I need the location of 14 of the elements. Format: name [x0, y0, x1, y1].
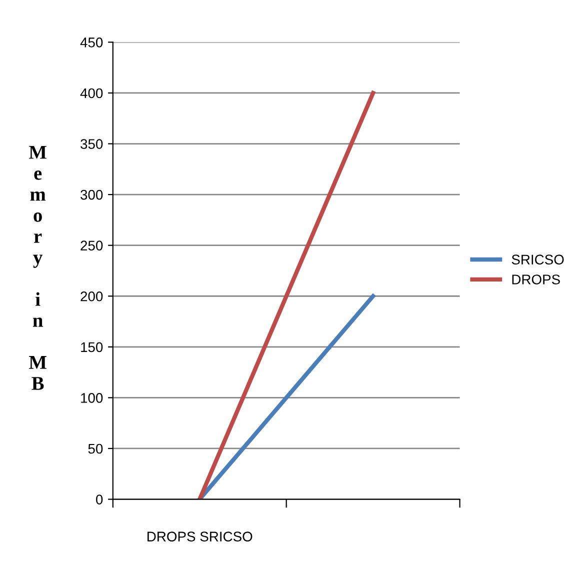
legend-label: SRICSO — [512, 254, 564, 265]
y-tick-label: 0 — [96, 494, 103, 504]
legend-label: DROPS — [512, 274, 560, 284]
y-tick-label: 50 — [88, 444, 103, 454]
text: Memory in MB — [28, 146, 46, 390]
x-tick-label: DROPS SRICSO — [148, 532, 252, 542]
y-tick-label: 250 — [80, 240, 103, 251]
y-tick-label: 400 — [80, 88, 103, 98]
y-tick-label: 450 — [80, 38, 103, 48]
y-tick-label: 100 — [81, 393, 103, 403]
y-tick-label: 300 — [80, 190, 103, 200]
y-tick-label: 150 — [81, 342, 103, 352]
y-tick-label: 350 — [80, 139, 103, 149]
y-tick-label: 200 — [80, 291, 103, 302]
